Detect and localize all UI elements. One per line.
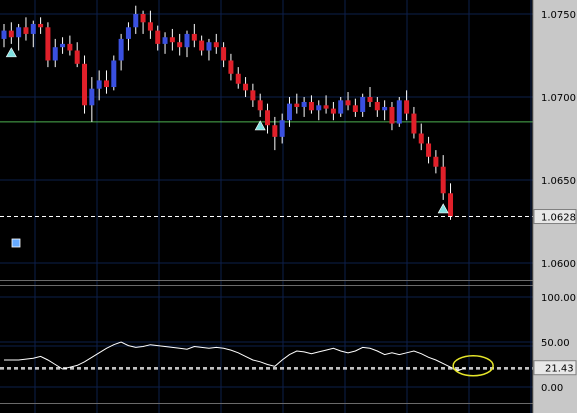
bull-candle bbox=[125, 27, 131, 39]
bull-candle bbox=[279, 120, 285, 137]
bull-candle bbox=[1, 30, 7, 39]
bull-candle bbox=[360, 97, 366, 112]
bear-candle bbox=[221, 47, 227, 61]
square-marker-icon bbox=[11, 238, 21, 248]
bear-candle bbox=[177, 42, 183, 48]
price-tick-label: 1.0650 bbox=[541, 176, 576, 187]
bull-candle bbox=[30, 23, 36, 34]
price-tick-label: 1.0700 bbox=[541, 93, 576, 104]
bear-candle bbox=[140, 14, 146, 23]
bull-candle bbox=[206, 42, 212, 51]
indicator-panel[interactable] bbox=[0, 341, 533, 377]
bear-candle bbox=[67, 43, 73, 51]
bull-candle bbox=[133, 14, 139, 28]
bull-candle bbox=[60, 43, 66, 48]
bear-candle bbox=[23, 27, 29, 34]
indicator-line bbox=[4, 341, 466, 372]
bull-candle bbox=[89, 88, 95, 106]
bear-candle bbox=[103, 80, 109, 88]
bear-candle bbox=[389, 106, 395, 124]
indicator-tick-label: 0.00 bbox=[541, 383, 563, 394]
bear-candle bbox=[199, 40, 205, 51]
indicator-tick-label: 100.00 bbox=[541, 293, 576, 304]
bear-candle bbox=[330, 108, 336, 114]
bear-candle bbox=[308, 101, 314, 111]
bear-candle bbox=[265, 110, 271, 126]
bear-candle bbox=[74, 50, 80, 64]
up-arrow-icon bbox=[437, 203, 449, 214]
indicator-tick-label: 50.00 bbox=[541, 338, 570, 349]
bear-candle bbox=[404, 100, 410, 114]
bull-candle bbox=[301, 101, 307, 107]
up-arrow-icon bbox=[254, 120, 266, 131]
price-axis: 1.0750 1.0700 1.0650 1.0600 bbox=[541, 10, 576, 270]
bear-candle bbox=[82, 63, 88, 106]
bear-candle bbox=[243, 83, 249, 91]
bull-candle bbox=[338, 100, 344, 114]
bull-candle bbox=[184, 33, 190, 48]
bull-candle bbox=[52, 47, 58, 61]
current-indicator-label: 21.43 bbox=[545, 364, 574, 375]
bear-candle bbox=[352, 105, 358, 112]
bull-candle bbox=[118, 38, 124, 61]
bear-candle bbox=[45, 27, 51, 61]
current-price-label: 1.0628 bbox=[541, 213, 576, 224]
price-tick-label: 1.0600 bbox=[541, 259, 576, 270]
bear-candle bbox=[367, 97, 373, 102]
bear-candle bbox=[235, 73, 241, 84]
price-panel[interactable] bbox=[0, 5, 533, 248]
indicator-axis: 100.00 50.00 0.00 bbox=[541, 293, 576, 394]
bear-candle bbox=[257, 100, 263, 111]
bear-candle bbox=[38, 23, 44, 28]
bear-candle bbox=[213, 42, 219, 48]
bear-candle bbox=[169, 37, 175, 43]
current-indicator-box bbox=[533, 360, 577, 376]
bull-candle bbox=[382, 106, 388, 111]
bear-candle bbox=[191, 33, 197, 41]
bull-candle bbox=[396, 100, 402, 124]
bear-candle bbox=[411, 113, 417, 134]
bear-candle bbox=[345, 100, 351, 106]
bull-candle bbox=[111, 60, 117, 88]
bull-candle bbox=[96, 80, 102, 89]
bull-candle bbox=[286, 103, 292, 121]
bear-candle bbox=[250, 90, 256, 101]
bear-candle bbox=[448, 193, 454, 217]
bear-candle bbox=[147, 22, 153, 31]
highlight-ellipse bbox=[452, 354, 494, 377]
bear-candle bbox=[294, 103, 300, 107]
price-axis-panel[interactable] bbox=[533, 0, 577, 413]
bear-candle bbox=[374, 101, 380, 111]
current-price-box bbox=[533, 209, 577, 225]
bear-candle bbox=[418, 133, 424, 144]
bull-candle bbox=[162, 37, 168, 44]
bear-candle bbox=[433, 156, 439, 167]
bear-candle bbox=[272, 125, 278, 137]
bear-candle bbox=[8, 30, 14, 38]
bear-candle bbox=[426, 143, 432, 157]
bear-candle bbox=[323, 105, 329, 109]
bear-candle bbox=[440, 166, 446, 194]
bull-candle bbox=[316, 105, 322, 111]
bear-candle bbox=[228, 60, 234, 74]
bear-candle bbox=[155, 30, 161, 44]
bull-candle bbox=[16, 27, 22, 38]
price-tick-label: 1.0750 bbox=[541, 10, 576, 21]
up-arrow-icon bbox=[5, 47, 17, 58]
